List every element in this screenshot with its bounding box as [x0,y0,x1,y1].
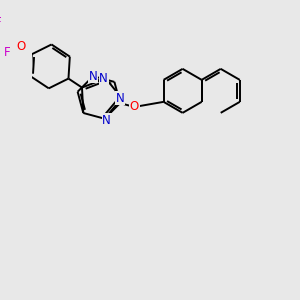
Text: F: F [0,16,1,28]
Text: N: N [102,113,111,127]
Text: O: O [130,100,139,113]
Text: N: N [116,92,125,105]
Text: O: O [16,40,25,53]
Text: N: N [99,72,108,85]
Text: F: F [4,46,10,59]
Text: N: N [89,70,98,83]
